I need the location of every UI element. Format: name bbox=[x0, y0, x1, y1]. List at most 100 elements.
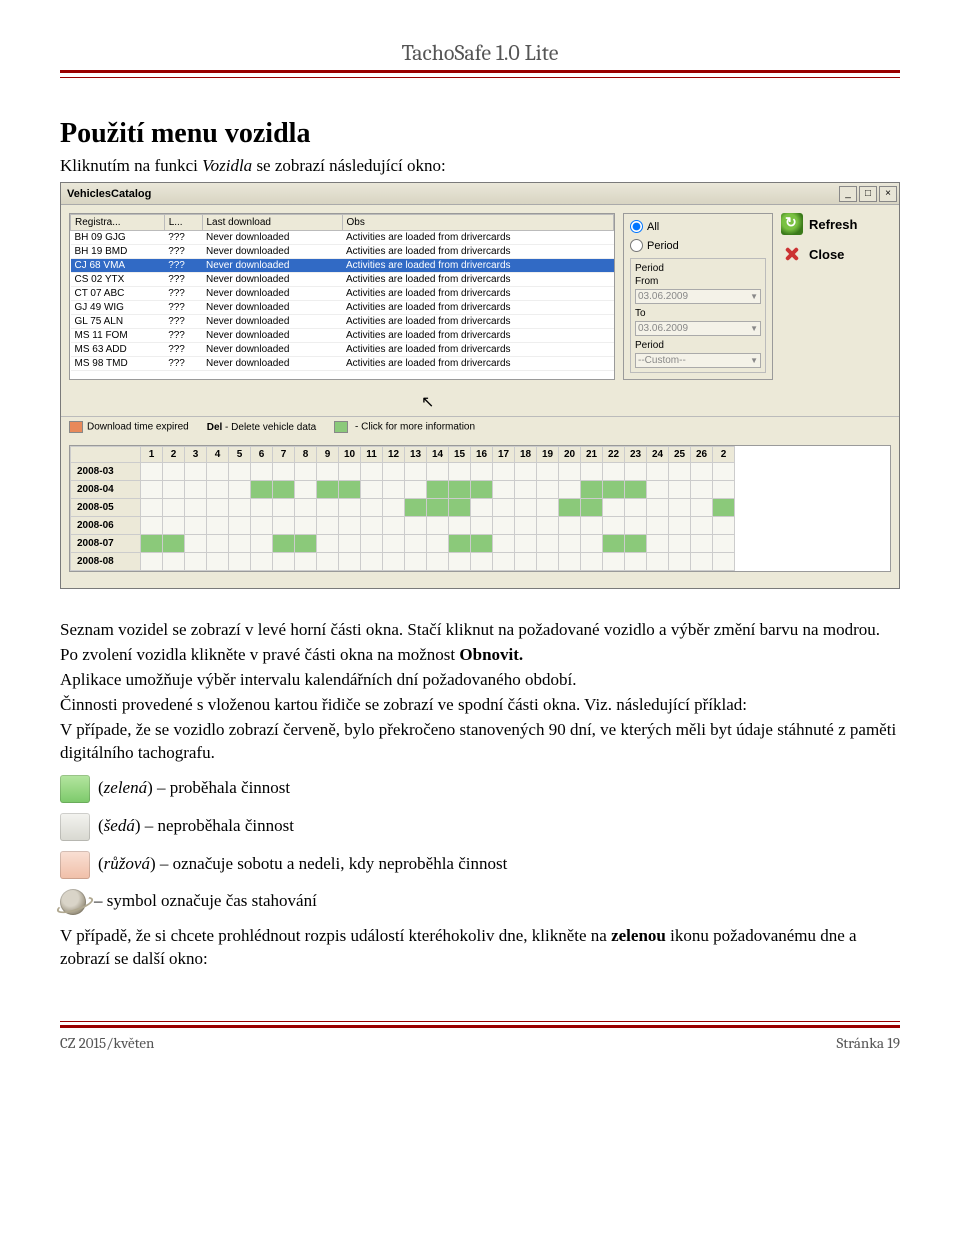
cal-cell[interactable] bbox=[493, 463, 515, 481]
cal-cell[interactable] bbox=[141, 481, 163, 499]
cal-cell[interactable] bbox=[691, 553, 713, 571]
cal-cell[interactable] bbox=[603, 553, 625, 571]
table-row[interactable]: CT 07 ABC???Never downloadedActivities a… bbox=[71, 287, 614, 301]
cal-cell[interactable] bbox=[537, 553, 559, 571]
cal-cell[interactable] bbox=[471, 481, 493, 499]
cal-cell[interactable] bbox=[185, 535, 207, 553]
cal-cell[interactable] bbox=[295, 535, 317, 553]
cal-cell[interactable] bbox=[405, 499, 427, 517]
cal-cell[interactable] bbox=[207, 481, 229, 499]
cal-cell[interactable] bbox=[427, 535, 449, 553]
cal-cell[interactable] bbox=[647, 553, 669, 571]
cal-cell[interactable] bbox=[669, 553, 691, 571]
col-last-download[interactable]: Last download bbox=[202, 215, 342, 231]
cal-cell[interactable] bbox=[383, 499, 405, 517]
cal-cell[interactable] bbox=[471, 517, 493, 535]
cal-cell[interactable] bbox=[405, 463, 427, 481]
cal-cell[interactable] bbox=[339, 499, 361, 517]
cal-cell[interactable] bbox=[273, 463, 295, 481]
cal-cell[interactable] bbox=[537, 481, 559, 499]
cal-cell[interactable] bbox=[559, 481, 581, 499]
cal-cell[interactable] bbox=[647, 499, 669, 517]
cal-cell[interactable] bbox=[317, 517, 339, 535]
cal-cell[interactable] bbox=[559, 535, 581, 553]
table-row[interactable]: MS 98 TMD???Never downloadedActivities a… bbox=[71, 357, 614, 371]
cal-cell[interactable] bbox=[669, 481, 691, 499]
refresh-button[interactable]: Refresh bbox=[781, 213, 891, 235]
cal-cell[interactable] bbox=[295, 553, 317, 571]
cal-cell[interactable] bbox=[405, 517, 427, 535]
to-date-combo[interactable]: 03.06.2009▼ bbox=[635, 321, 761, 336]
cal-cell[interactable] bbox=[427, 481, 449, 499]
cal-cell[interactable] bbox=[339, 553, 361, 571]
cal-cell[interactable] bbox=[581, 517, 603, 535]
cal-cell[interactable] bbox=[251, 463, 273, 481]
cal-cell[interactable] bbox=[339, 463, 361, 481]
cal-cell[interactable] bbox=[581, 481, 603, 499]
cal-cell[interactable] bbox=[471, 553, 493, 571]
cal-cell[interactable] bbox=[229, 499, 251, 517]
cal-cell[interactable] bbox=[207, 553, 229, 571]
cal-cell[interactable] bbox=[449, 481, 471, 499]
cal-cell[interactable] bbox=[713, 517, 735, 535]
col-l[interactable]: L... bbox=[164, 215, 202, 231]
cal-cell[interactable] bbox=[207, 535, 229, 553]
cal-cell[interactable] bbox=[207, 463, 229, 481]
cal-cell[interactable] bbox=[449, 463, 471, 481]
cal-cell[interactable] bbox=[625, 535, 647, 553]
cal-cell[interactable] bbox=[515, 535, 537, 553]
cal-cell[interactable] bbox=[449, 553, 471, 571]
cal-cell[interactable] bbox=[559, 553, 581, 571]
cal-cell[interactable] bbox=[185, 553, 207, 571]
cal-cell[interactable] bbox=[603, 463, 625, 481]
cal-cell[interactable] bbox=[471, 535, 493, 553]
vehicles-table[interactable]: Registra... L... Last download Obs BH 09… bbox=[70, 214, 614, 371]
cal-cell[interactable] bbox=[537, 535, 559, 553]
maximize-button[interactable]: □ bbox=[859, 186, 877, 202]
cal-cell[interactable] bbox=[141, 535, 163, 553]
cal-cell[interactable] bbox=[339, 535, 361, 553]
cal-cell[interactable] bbox=[449, 535, 471, 553]
table-row[interactable]: GL 75 ALN???Never downloadedActivities a… bbox=[71, 315, 614, 329]
cal-cell[interactable] bbox=[559, 499, 581, 517]
cal-cell[interactable] bbox=[251, 553, 273, 571]
minimize-button[interactable]: _ bbox=[839, 186, 857, 202]
cal-cell[interactable] bbox=[427, 463, 449, 481]
cal-cell[interactable] bbox=[581, 463, 603, 481]
cal-cell[interactable] bbox=[537, 463, 559, 481]
cal-cell[interactable] bbox=[581, 553, 603, 571]
table-row[interactable]: MS 63 ADD???Never downloadedActivities a… bbox=[71, 343, 614, 357]
cal-cell[interactable] bbox=[625, 481, 647, 499]
cal-cell[interactable] bbox=[515, 463, 537, 481]
table-row[interactable]: MS 11 FOM???Never downloadedActivities a… bbox=[71, 329, 614, 343]
cal-cell[interactable] bbox=[405, 553, 427, 571]
cal-cell[interactable] bbox=[427, 499, 449, 517]
cal-cell[interactable] bbox=[581, 535, 603, 553]
cal-cell[interactable] bbox=[625, 499, 647, 517]
cal-cell[interactable] bbox=[361, 463, 383, 481]
cal-cell[interactable] bbox=[295, 463, 317, 481]
cal-cell[interactable] bbox=[383, 481, 405, 499]
cal-cell[interactable] bbox=[713, 463, 735, 481]
cal-cell[interactable] bbox=[339, 481, 361, 499]
cal-cell[interactable] bbox=[383, 535, 405, 553]
cal-cell[interactable] bbox=[251, 517, 273, 535]
cal-cell[interactable] bbox=[317, 499, 339, 517]
cal-cell[interactable] bbox=[317, 553, 339, 571]
radio-period[interactable] bbox=[630, 239, 643, 252]
cal-cell[interactable] bbox=[383, 463, 405, 481]
cal-cell[interactable] bbox=[625, 517, 647, 535]
cal-cell[interactable] bbox=[427, 517, 449, 535]
cal-cell[interactable] bbox=[251, 481, 273, 499]
cal-cell[interactable] bbox=[339, 517, 361, 535]
cal-cell[interactable] bbox=[647, 463, 669, 481]
cal-cell[interactable] bbox=[449, 517, 471, 535]
cal-cell[interactable] bbox=[493, 481, 515, 499]
cal-cell[interactable] bbox=[383, 553, 405, 571]
cal-cell[interactable] bbox=[163, 535, 185, 553]
table-row[interactable]: GJ 49 WIG???Never downloadedActivities a… bbox=[71, 301, 614, 315]
from-date-combo[interactable]: 03.06.2009▼ bbox=[635, 289, 761, 304]
cal-cell[interactable] bbox=[229, 517, 251, 535]
table-row[interactable]: BH 09 GJG???Never downloadedActivities a… bbox=[71, 231, 614, 245]
cal-cell[interactable] bbox=[361, 481, 383, 499]
